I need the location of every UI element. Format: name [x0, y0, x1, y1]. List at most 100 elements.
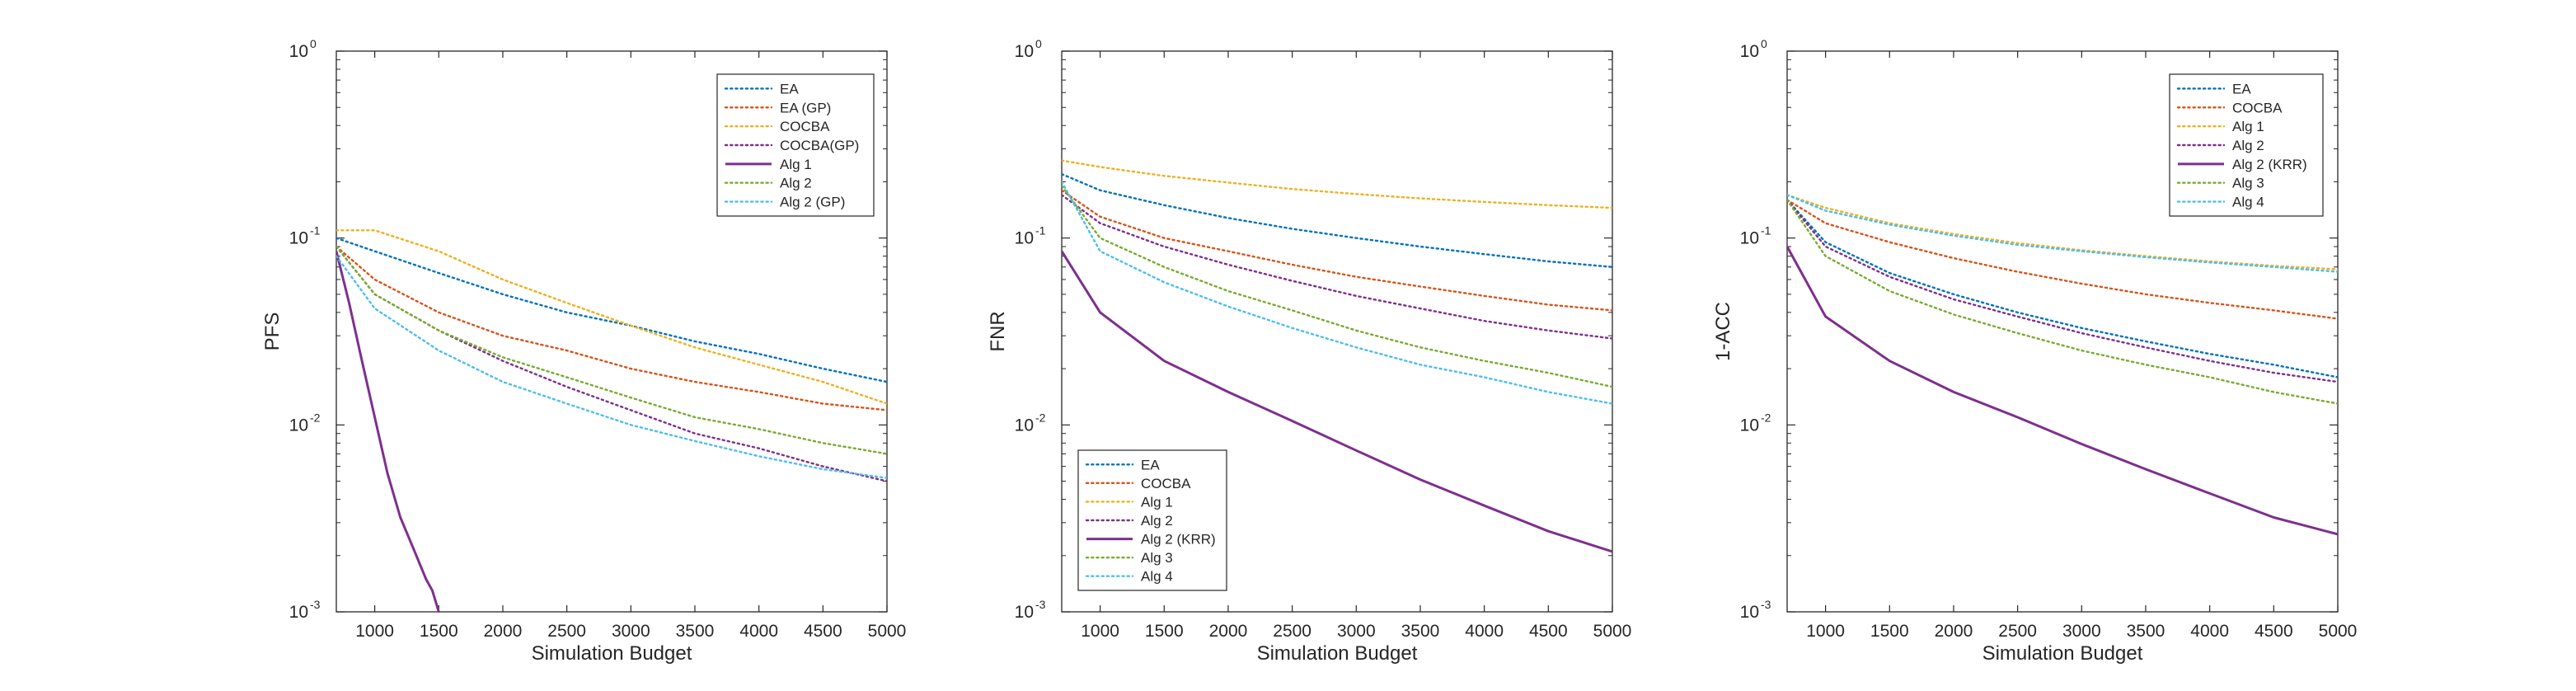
series-line-alg-4	[1787, 194, 2338, 273]
series-line-ea	[1787, 199, 2338, 378]
series-line-alg-1	[1787, 194, 2338, 270]
x-tick-label: 4500	[1529, 622, 1568, 641]
series-line-cocba	[1787, 199, 2338, 320]
x-axis-label: Simulation Budget	[1257, 642, 1418, 665]
x-tick-label: 2000	[1935, 622, 1973, 641]
x-tick-label: 5000	[1593, 622, 1632, 641]
series-group	[336, 229, 887, 612]
legend-label: Alg 2 (KRR)	[1141, 532, 1216, 548]
x-tick-label: 4500	[2255, 622, 2293, 641]
x-tick-label: 1000	[1081, 622, 1119, 641]
x-tick-label: 2500	[547, 622, 586, 641]
series-line-alg-4	[1062, 181, 1612, 405]
x-tick-label: 1500	[1870, 622, 1909, 641]
y-tick-label: 10	[1015, 603, 1034, 622]
x-tick-label: 4500	[804, 622, 842, 641]
y-tick-exponent: -1	[1035, 224, 1046, 237]
x-tick-label: 1500	[420, 622, 458, 641]
x-tick-label: 3000	[2062, 622, 2101, 641]
y-tick-label: 10	[289, 229, 308, 248]
y-tick-label: 10	[1740, 416, 1759, 435]
legend-label: Alg 1	[2232, 119, 2264, 134]
y-tick-exponent: -2	[1035, 411, 1046, 424]
y-tick-label: 10	[289, 603, 308, 622]
legend-label: COCBA	[1141, 476, 1191, 491]
series-group	[1787, 194, 2338, 536]
x-tick-label: 2500	[1998, 622, 2037, 641]
x-tick-label: 3500	[1401, 622, 1440, 641]
legend-label: Alg 2	[1141, 513, 1173, 529]
y-tick-label: 10	[1740, 42, 1759, 61]
x-tick-label: 2500	[1273, 622, 1311, 641]
legend-label: Alg 2	[780, 176, 812, 191]
x-tick-label: 4000	[739, 622, 778, 641]
x-tick-label: 4000	[1465, 622, 1504, 641]
legend-label: Alg 2	[2232, 138, 2264, 153]
legend-label: COCBA(GP)	[780, 138, 859, 153]
series-line-alg-1	[1062, 159, 1612, 209]
y-tick-label: 10	[1015, 229, 1034, 248]
x-tick-label: 3500	[676, 622, 715, 641]
y-tick-label: 10	[289, 42, 308, 61]
x-axis-label: Simulation Budget	[1982, 642, 2143, 665]
y-tick-label: 10	[289, 416, 308, 435]
series-line-alg-2-krr-	[1062, 250, 1612, 553]
legend-label: COCBA	[2232, 100, 2283, 115]
x-tick-label: 3500	[2127, 622, 2165, 641]
legend-label: Alg 1	[1141, 494, 1173, 510]
series-line-cocba	[1062, 189, 1612, 312]
legend-label: COCBA	[780, 119, 830, 134]
x-tick-label: 1000	[355, 622, 394, 641]
y-tick-exponent: -1	[1761, 224, 1771, 237]
y-tick-label: 10	[1015, 416, 1034, 435]
legend: EA COCBA Alg 1 Alg 2 Alg 2 (KRR) Alg 3 Alg 4	[1077, 449, 1227, 591]
x-axis-label: Simulation Budget	[532, 642, 692, 665]
series-line-ea	[336, 237, 887, 383]
y-tick-exponent: 0	[310, 37, 317, 50]
legend-label: EA	[2232, 81, 2251, 96]
y-tick-exponent: -1	[310, 224, 321, 237]
legend-label: Alg 2 (KRR)	[2232, 157, 2307, 172]
x-tick-label: 3000	[612, 622, 650, 641]
y-tick-exponent: 0	[1761, 37, 1767, 50]
y-tick-exponent: -3	[310, 598, 321, 611]
series-line-cocba	[336, 229, 887, 405]
series-line-alg-3	[1062, 185, 1612, 388]
x-tick-label: 5000	[868, 622, 907, 641]
y-axis-label: 1-ACC	[1712, 302, 1734, 361]
series-line-alg-2	[336, 245, 887, 455]
y-tick-exponent: -2	[310, 411, 321, 424]
legend-label: EA	[1141, 457, 1160, 472]
x-tick-label: 4000	[2190, 622, 2229, 641]
y-tick-exponent: -2	[1761, 411, 1771, 424]
y-tick-label: 10	[1740, 603, 1759, 622]
legend: EA COCBA Alg 1 Alg 2 Alg 2 (KRR) Alg 3 Alg 4	[2169, 73, 2324, 217]
series-line-ea-gp-	[336, 245, 887, 411]
y-tick-exponent: -3	[1761, 598, 1771, 611]
series-group	[1062, 159, 1612, 553]
x-tick-label: 2000	[1209, 622, 1248, 641]
series-line-alg-2-gp-	[336, 255, 887, 479]
x-tick-label: 2000	[484, 622, 523, 641]
legend-label: EA	[780, 81, 799, 96]
x-tick-label: 1000	[1806, 622, 1845, 641]
legend-label: EA (GP)	[780, 100, 831, 115]
y-tick-label: 10	[1740, 229, 1759, 248]
legend-label: Alg 4	[1141, 569, 1173, 585]
y-axis-label: FNR	[987, 311, 1009, 351]
legend-label: Alg 2 (GP)	[780, 195, 845, 210]
y-tick-exponent: -3	[1035, 598, 1046, 611]
y-axis-label: PFS	[261, 313, 284, 351]
y-tick-label: 10	[1015, 42, 1034, 61]
series-line-ea	[1062, 172, 1612, 268]
x-tick-label: 5000	[2319, 622, 2358, 641]
series-line-alg-2	[1787, 199, 2338, 383]
legend-label: Alg 3	[2232, 176, 2264, 191]
series-line-alg-3	[1787, 199, 2338, 405]
series-line-alg-2-krr-	[1787, 246, 2338, 536]
